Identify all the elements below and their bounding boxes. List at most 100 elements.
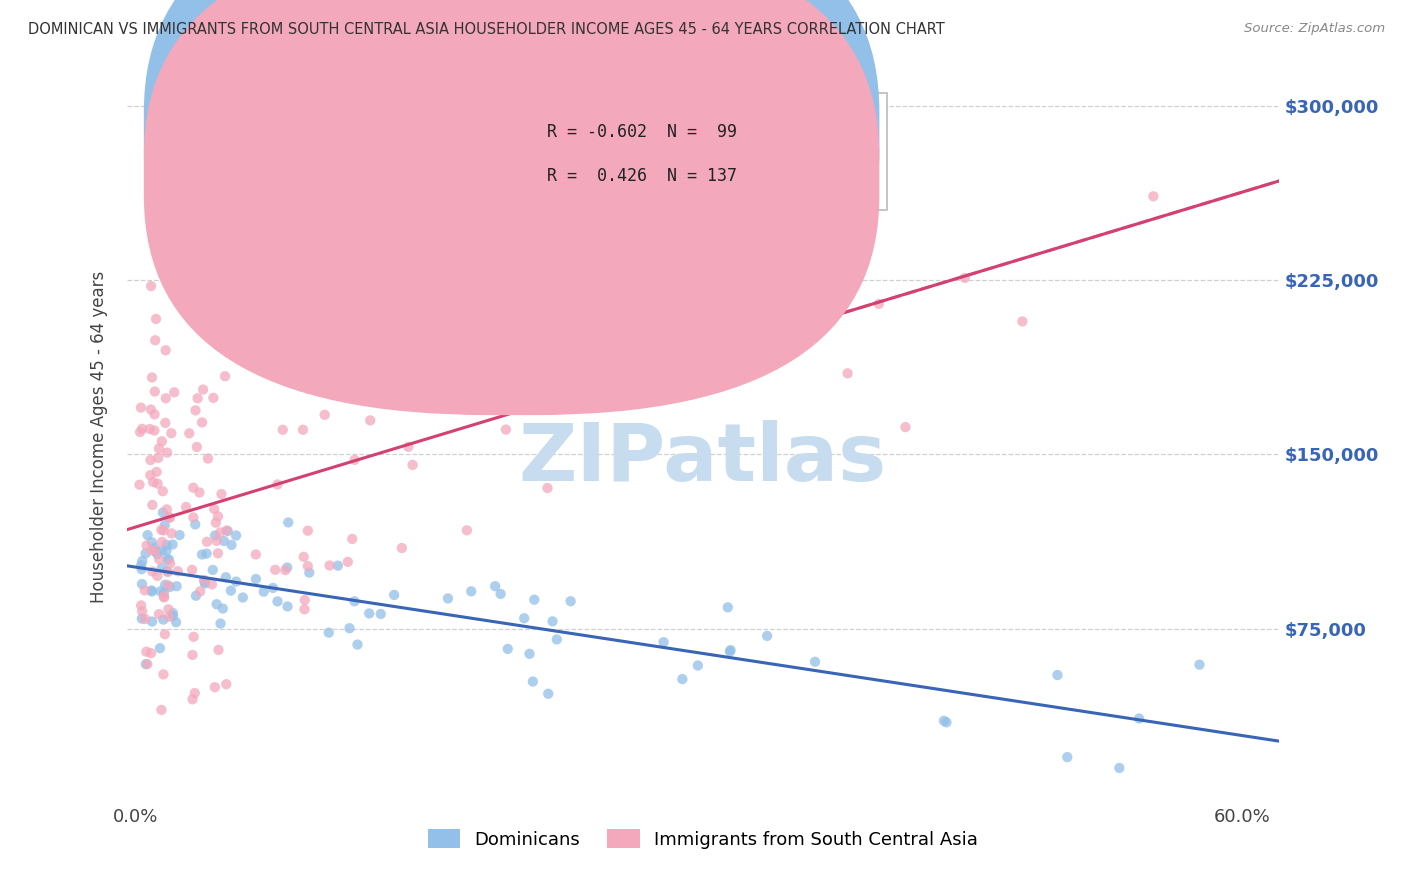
Point xyxy=(496,230,519,244)
Point xyxy=(205,516,228,530)
Y-axis label: Householder Income Ages 45 - 64 years: Householder Income Ages 45 - 64 years xyxy=(90,271,108,603)
Point xyxy=(153,586,176,600)
Point xyxy=(150,534,173,549)
Point xyxy=(160,526,183,541)
Point xyxy=(717,600,740,615)
Point xyxy=(211,601,233,615)
Point xyxy=(152,667,174,681)
Point xyxy=(141,535,163,549)
Point xyxy=(1128,711,1150,725)
Point xyxy=(219,583,242,598)
Point xyxy=(652,635,675,649)
Point xyxy=(153,518,176,533)
Point xyxy=(202,391,225,405)
Point xyxy=(382,588,405,602)
Point xyxy=(129,425,152,439)
Point xyxy=(537,687,560,701)
Point xyxy=(143,333,166,347)
Point xyxy=(536,481,558,495)
Point xyxy=(153,578,176,592)
Point xyxy=(1108,761,1130,775)
Point xyxy=(188,485,211,500)
Point xyxy=(205,597,228,611)
Point xyxy=(141,565,163,579)
Point xyxy=(191,383,214,397)
Point xyxy=(149,641,172,656)
Point xyxy=(217,524,239,538)
Point xyxy=(181,692,204,706)
Point xyxy=(294,602,316,616)
Point xyxy=(142,475,165,489)
Point xyxy=(157,602,180,616)
Point xyxy=(131,604,153,618)
Point xyxy=(274,563,297,577)
Point xyxy=(155,416,177,430)
Point xyxy=(186,440,208,454)
Point xyxy=(245,572,267,586)
Point xyxy=(187,391,209,405)
Point xyxy=(156,445,179,459)
Point xyxy=(789,279,811,293)
Point xyxy=(204,528,226,542)
Point xyxy=(193,573,215,587)
Point xyxy=(339,621,361,635)
Point xyxy=(205,533,228,548)
Point xyxy=(162,608,184,623)
Point xyxy=(166,579,188,593)
Text: R = -0.602  N =  99: R = -0.602 N = 99 xyxy=(547,123,737,141)
Point xyxy=(183,510,205,524)
Point xyxy=(146,547,169,561)
Point xyxy=(837,367,859,381)
Point xyxy=(329,326,352,341)
Point xyxy=(183,630,205,644)
Point xyxy=(204,680,226,694)
Point xyxy=(709,280,731,294)
Text: DOMINICAN VS IMMIGRANTS FROM SOUTH CENTRAL ASIA HOUSEHOLDER INCOME AGES 45 - 64 : DOMINICAN VS IMMIGRANTS FROM SOUTH CENTR… xyxy=(28,22,945,37)
Point xyxy=(266,477,288,491)
Point xyxy=(276,599,298,614)
Point xyxy=(1142,189,1164,203)
Point xyxy=(314,408,336,422)
Point xyxy=(136,657,159,672)
Point xyxy=(262,272,284,286)
Point xyxy=(160,426,183,441)
Point xyxy=(141,584,163,599)
Text: Source: ZipAtlas.com: Source: ZipAtlas.com xyxy=(1244,22,1385,36)
Point xyxy=(181,648,204,662)
Point xyxy=(207,546,229,560)
Point xyxy=(134,612,156,626)
Point xyxy=(143,541,166,555)
Point xyxy=(157,609,180,624)
Point xyxy=(156,552,179,566)
Point xyxy=(221,538,243,552)
Point xyxy=(326,558,349,573)
Point xyxy=(560,594,582,608)
Point xyxy=(148,607,170,622)
Point xyxy=(342,532,364,546)
Point xyxy=(297,382,319,396)
Point xyxy=(155,543,177,558)
Point xyxy=(150,434,173,449)
Point xyxy=(184,517,207,532)
Point xyxy=(174,500,197,514)
Point xyxy=(396,440,419,454)
Point xyxy=(720,643,742,657)
Point xyxy=(460,584,482,599)
Point xyxy=(129,599,152,613)
Point xyxy=(316,341,339,355)
Point xyxy=(352,266,374,280)
Point xyxy=(156,502,179,516)
Point xyxy=(129,401,152,415)
Point xyxy=(519,647,541,661)
Point xyxy=(437,591,460,606)
Point xyxy=(166,564,188,578)
Point xyxy=(346,638,368,652)
Point xyxy=(157,552,180,566)
Point xyxy=(297,559,319,574)
Point xyxy=(179,426,201,441)
Point xyxy=(152,484,174,499)
Point xyxy=(184,686,207,700)
Point xyxy=(150,523,173,537)
Point xyxy=(135,645,157,659)
Point xyxy=(150,703,173,717)
